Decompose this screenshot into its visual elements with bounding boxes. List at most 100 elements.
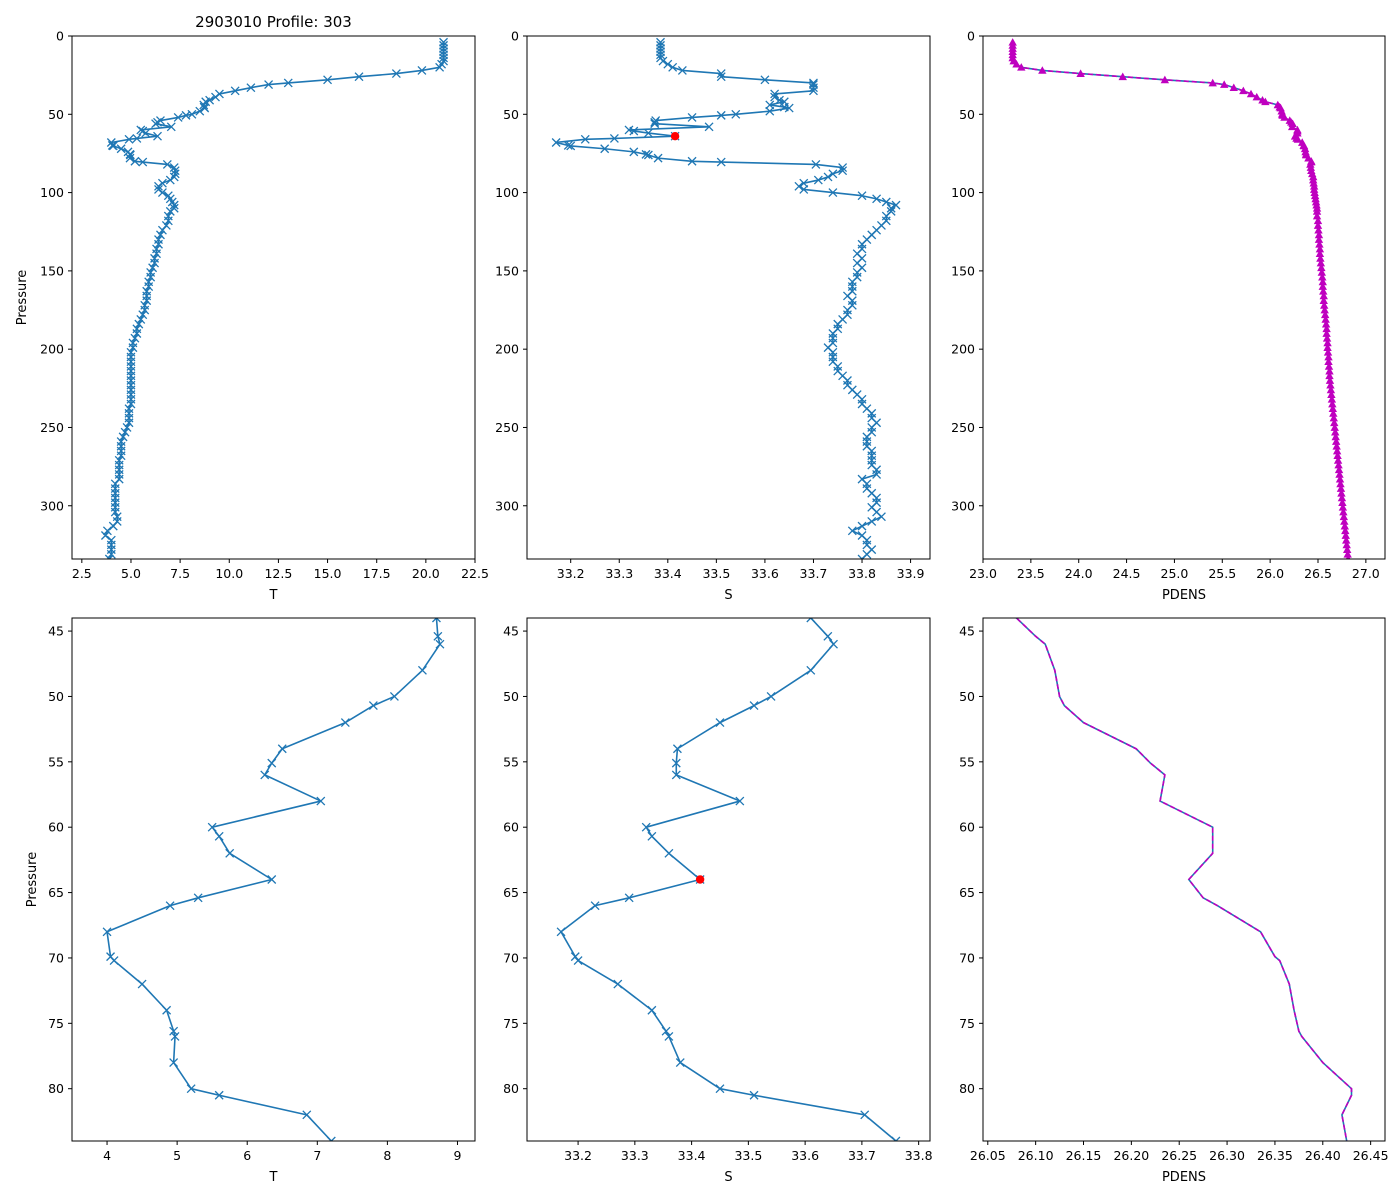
data-point-marker (765, 100, 775, 110)
y-tick-label: 60 (48, 820, 64, 835)
x-tick-label: 33.2 (564, 1148, 592, 1163)
data-point-marker (106, 549, 116, 559)
data-point-marker (1334, 465, 1344, 474)
data-point-marker (811, 159, 821, 169)
data-point-marker (1312, 207, 1322, 215)
data-point-marker (1327, 395, 1337, 403)
y-tick-label: 250 (495, 420, 519, 435)
data-point-marker (1340, 521, 1349, 530)
data-point-marker (128, 343, 138, 353)
data-point-marker (354, 72, 364, 82)
data-point-marker (1277, 106, 1286, 115)
data-point-marker (108, 141, 118, 151)
plot-area (1012, 618, 1353, 1141)
data-point-marker (1331, 437, 1341, 445)
y-tick-label: 75 (503, 1016, 519, 1031)
x-tick-label: 33.5 (734, 1148, 762, 1163)
data-point-marker (152, 249, 161, 259)
data-point-marker (165, 175, 175, 185)
data-point-marker (1312, 211, 1322, 220)
x-tick-label: 33.4 (678, 1148, 706, 1163)
data-point-marker (784, 103, 794, 113)
x-tick-label: 5.0 (121, 566, 141, 581)
data-point-marker (156, 230, 165, 240)
data-point-marker (806, 618, 816, 623)
x-tick-label: 33.7 (800, 566, 828, 581)
data-point-marker (1342, 545, 1352, 553)
data-point-marker (165, 206, 175, 216)
data-point-marker (1038, 66, 1047, 74)
x-tick-label: 15.0 (314, 566, 342, 581)
highlight-point (670, 132, 680, 141)
data-point-marker (439, 50, 449, 60)
data-point-marker (813, 175, 823, 185)
x-tick-label: 27.0 (1352, 566, 1380, 581)
data-point-marker (389, 691, 399, 701)
y-tick-label: 45 (48, 624, 64, 639)
data-point-marker (1287, 122, 1297, 131)
data-point-marker (326, 1136, 336, 1141)
x-axis-label: T (269, 588, 278, 603)
x-tick-label: 10.0 (215, 566, 243, 581)
data-point-marker (1322, 334, 1332, 342)
data-point-marker (641, 822, 651, 832)
data-point-marker (1341, 531, 1350, 539)
data-point-marker (1343, 550, 1352, 558)
data-point-marker (857, 191, 867, 201)
data-point-marker (125, 153, 135, 163)
data-point-marker (1318, 272, 1327, 281)
data-point-marker (1322, 329, 1331, 337)
data-point-marker (1342, 536, 1351, 544)
data-point-marker (580, 134, 590, 144)
data-point-marker (439, 44, 449, 53)
data-point-marker (439, 37, 449, 47)
data-point-marker (417, 65, 427, 75)
x-tick-label: 6 (243, 1148, 251, 1163)
panel-top-s: 33.2 33.3 33.4 33.5 33.6 33.7 33.8 33.9 0 50 100 15… (495, 29, 931, 603)
axes-frame (982, 617, 1386, 1142)
data-point-marker (433, 631, 443, 641)
data-point-marker (200, 103, 210, 113)
data-point-marker (368, 701, 378, 711)
x-tick-label: 33.8 (848, 566, 876, 581)
y-axis-label: Pressure (15, 270, 30, 326)
x-tick-label: 25.5 (1208, 566, 1236, 581)
data-point-marker (1229, 83, 1238, 92)
x-tick-label: 26.45 (1353, 1148, 1389, 1163)
x-tick-label: 33.6 (791, 1148, 819, 1163)
data-point-marker (650, 119, 660, 129)
data-point-marker (1339, 507, 1348, 516)
data-point-marker (1017, 63, 1026, 71)
plot-area (551, 37, 901, 559)
data-point-marker (1319, 291, 1328, 300)
data-point-marker (316, 796, 326, 806)
data-point-marker (809, 83, 818, 93)
data-point-marker (847, 526, 857, 536)
x-tick-label: 26.30 (1209, 1148, 1245, 1163)
data-point-marker (435, 62, 445, 72)
data-point-marker (823, 172, 833, 182)
y-tick-label: 50 (503, 107, 519, 122)
data-point-marker (1332, 446, 1342, 455)
data-point-marker (1320, 301, 1329, 309)
y-tick-label: 75 (959, 1016, 975, 1031)
data-point-marker (1331, 432, 1340, 441)
y-tick-label: 75 (48, 1016, 64, 1031)
data-point-marker (124, 418, 134, 428)
data-point-marker (556, 927, 566, 937)
data-point-marker (704, 122, 714, 132)
data-point-marker (749, 1090, 759, 1100)
data-point-marker (302, 1110, 312, 1120)
x-tick-label: 2.5 (72, 566, 92, 581)
data-point-marker (1318, 282, 1327, 290)
data-point-marker (715, 718, 725, 728)
axes-frame (982, 35, 1386, 560)
data-point-marker (1012, 59, 1021, 68)
data-point-marker (1335, 474, 1345, 483)
data-point-marker (675, 1058, 685, 1068)
data-point-marker (613, 979, 623, 989)
data-point-marker (641, 149, 651, 159)
data-point-marker (1311, 194, 1320, 203)
data-point-marker (838, 163, 848, 172)
data-point-marker (102, 526, 112, 536)
